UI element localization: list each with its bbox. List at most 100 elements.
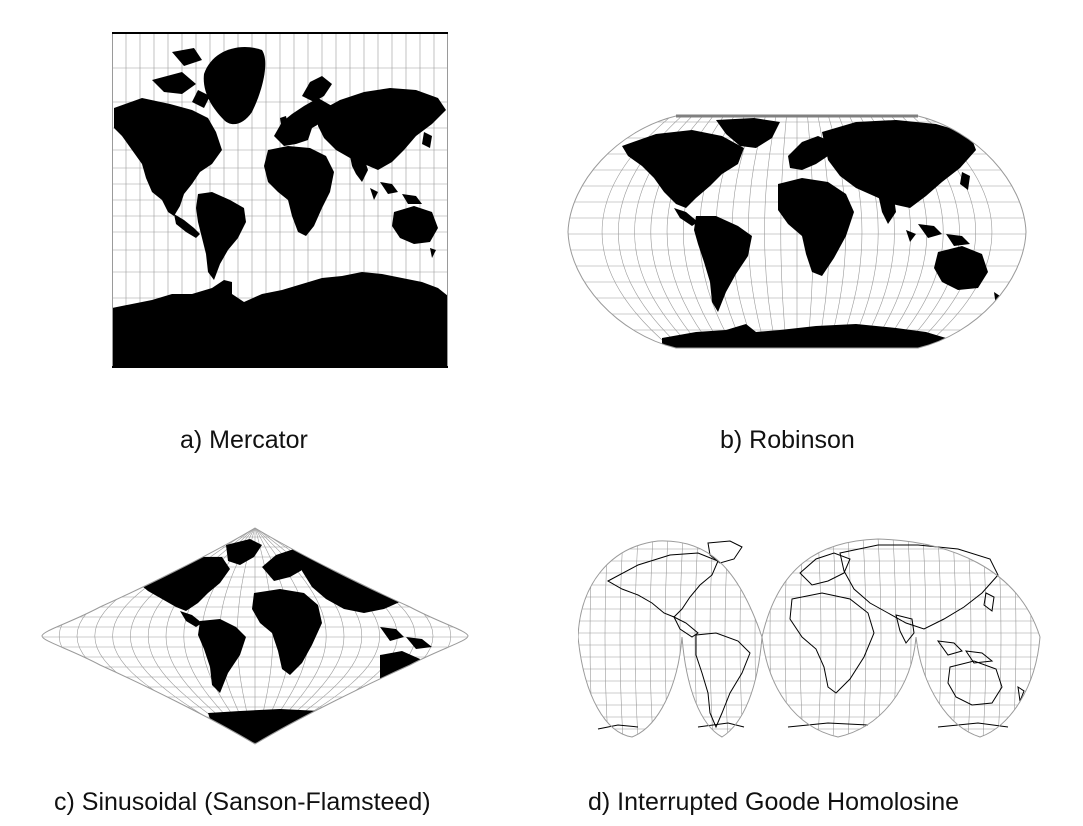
land-antarctica	[597, 722, 1009, 730]
graticule-line	[907, 539, 912, 637]
mercator-map	[112, 32, 448, 368]
graticule-line	[709, 540, 714, 638]
graticule-line	[832, 637, 837, 737]
land-central-america	[174, 214, 200, 238]
graticule-line	[679, 540, 684, 638]
caption-goode-homolosine: d) Interrupted Goode Homolosine	[588, 788, 960, 816]
goode-landmasses	[597, 540, 1025, 730]
graticule-line	[1028, 537, 1031, 739]
graticule-line	[649, 540, 654, 638]
land-africa	[252, 589, 322, 675]
graticule-line	[754, 540, 759, 638]
graticule-line	[877, 539, 882, 637]
graticule-line	[1027, 637, 1032, 737]
graticule-line	[590, 537, 593, 739]
land-greenland	[707, 540, 743, 564]
land-asia	[839, 544, 999, 630]
graticule-line	[754, 637, 759, 737]
graticule-line	[832, 539, 837, 637]
land-antarctica	[662, 324, 946, 348]
graticule-line	[922, 539, 927, 637]
land-japan	[960, 172, 970, 190]
land-british-isles	[280, 116, 288, 130]
land-south-america	[198, 619, 246, 693]
goode-lobe-outlines	[578, 538, 1041, 738]
graticule-line	[619, 637, 624, 737]
graticule-line	[862, 539, 867, 637]
graticule-line	[997, 637, 1002, 737]
land-se-asia-islands	[936, 640, 994, 664]
graticule-line	[724, 637, 729, 737]
graticule-line	[847, 637, 852, 737]
graticule-line	[877, 637, 882, 737]
land-south-america	[695, 632, 751, 729]
graticule-line	[817, 637, 822, 737]
land-new-zealand	[1017, 685, 1025, 703]
graticule-line	[937, 539, 942, 637]
graticule-line	[952, 637, 957, 737]
land-se-asia-islands	[380, 627, 432, 649]
graticule-line	[784, 637, 789, 737]
caption-sinusoidal: c) Sinusoidal (Sanson-Flamsteed)	[54, 788, 431, 816]
land-europe	[262, 549, 310, 581]
land-central-america	[674, 208, 698, 226]
robinson-outline	[567, 115, 1027, 349]
land-south-america	[196, 192, 246, 280]
land-arctic-islands	[152, 48, 210, 108]
graticule-line	[1028, 537, 1031, 739]
land-se-asia-islands	[370, 182, 422, 204]
land-australia	[934, 246, 988, 290]
land-greenland	[203, 47, 266, 125]
graticule-line	[784, 539, 789, 637]
land-australia	[392, 206, 438, 244]
land-india	[350, 156, 368, 182]
graticule-line	[892, 539, 897, 637]
graticule-line	[739, 637, 744, 737]
graticule-line	[747, 116, 768, 348]
graticule-line	[709, 637, 714, 737]
graticule-line	[785, 537, 788, 739]
goode-lobe-grid	[755, 537, 1040, 739]
graticule-line	[770, 537, 773, 739]
graticule-line	[649, 637, 654, 737]
graticule-line	[590, 537, 593, 739]
graticule-line	[1027, 539, 1032, 637]
graticule-line	[770, 537, 773, 739]
sinusoidal-outline	[41, 527, 469, 745]
graticule-line	[619, 540, 624, 638]
land-europe	[788, 136, 832, 170]
graticule-line	[634, 540, 639, 638]
land-japan	[422, 132, 432, 148]
graticule-line	[770, 537, 773, 739]
graticule-line	[664, 540, 669, 638]
goode-lobe-grid	[590, 537, 916, 739]
land-south-america	[694, 216, 752, 312]
graticule-line	[755, 537, 758, 739]
graticule-line	[785, 537, 788, 739]
graticule-line	[589, 637, 594, 737]
land-africa	[778, 178, 854, 276]
graticule-line	[799, 637, 804, 737]
goode-map	[578, 537, 1041, 739]
graticule-line	[755, 537, 758, 739]
land-scandinavia	[302, 76, 332, 102]
land-central-america	[180, 611, 202, 627]
land-africa	[264, 146, 334, 236]
land-north-america	[114, 98, 222, 216]
graticule-line	[589, 540, 594, 638]
graticule-line	[967, 637, 972, 737]
land-india	[895, 614, 915, 644]
land-new-zealand	[432, 687, 438, 699]
caption-mercator: a) Mercator	[180, 426, 308, 454]
graticule-line	[769, 539, 774, 637]
goode-graticule	[578, 537, 1040, 739]
land-india	[878, 194, 896, 224]
graticule-line	[1028, 537, 1031, 739]
graticule-line	[780, 116, 788, 348]
robinson-map	[567, 114, 1027, 349]
land-asia	[318, 88, 446, 170]
graticule-line	[764, 116, 778, 348]
land-asia	[822, 120, 976, 208]
robinson-landmasses	[622, 118, 1000, 348]
land-greenland	[716, 118, 780, 148]
